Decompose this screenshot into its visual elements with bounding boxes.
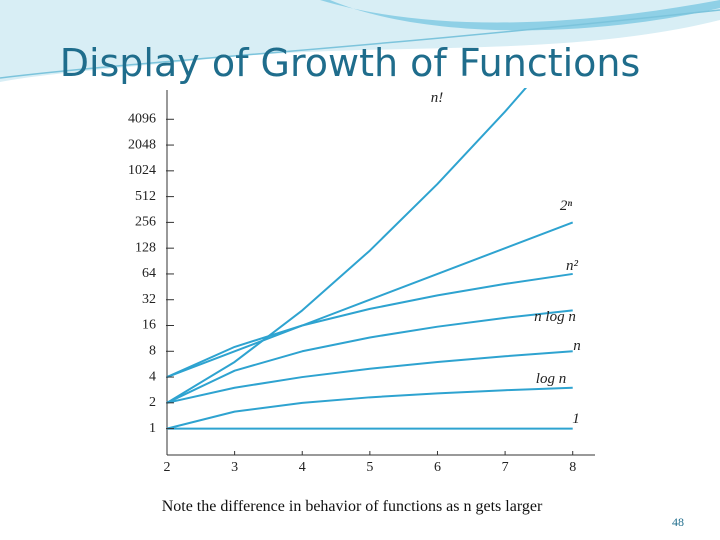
header-line (0, 9, 720, 79)
caption: Note the difference in behavior of funct… (162, 498, 543, 515)
series-label: 1 (572, 411, 580, 427)
x-tick-label: 7 (502, 460, 509, 475)
y-tick-label: 4 (149, 369, 156, 384)
x-tick-label: 5 (366, 460, 373, 475)
series-line (166, 309, 573, 404)
y-tick-label: 1024 (128, 163, 156, 178)
y-tick-label: 2048 (128, 137, 156, 152)
x-tick-label: 2 (164, 460, 171, 475)
series-label: n! (431, 90, 444, 106)
series-label: n log n (534, 309, 576, 325)
page-number: 48 (672, 515, 684, 529)
x-tick-label: 6 (434, 460, 441, 475)
y-tick-label: 2 (149, 395, 156, 410)
y-tick-label: 32 (142, 292, 156, 307)
series-line (166, 272, 573, 378)
y-tick-label: 8 (149, 343, 156, 358)
y-tick-label: 128 (135, 240, 156, 255)
y-tick-label: 64 (142, 266, 156, 281)
y-tick-label: 16 (142, 318, 156, 333)
slide-title: Display of Growth of Functions (60, 41, 641, 85)
series-label: 2ⁿ (560, 198, 573, 214)
y-tick-label: 4096 (128, 111, 156, 126)
y-tick-label: 256 (135, 215, 156, 230)
series-label: n (573, 338, 581, 354)
x-tick-label: 3 (231, 460, 238, 475)
series-label: n² (566, 258, 579, 274)
series-label: log n (536, 371, 566, 387)
figure-area (108, 88, 596, 480)
y-tick-label: 1 (149, 421, 156, 436)
x-tick-label: 4 (299, 460, 306, 475)
header-swoosh (0, 0, 720, 82)
series-line (166, 88, 528, 404)
header-swoosh (320, 0, 720, 31)
series-line (166, 350, 573, 404)
x-tick-label: 8 (569, 460, 576, 475)
series-line (166, 221, 574, 378)
y-tick-label: 512 (135, 189, 156, 204)
series-line (166, 386, 573, 430)
plot (166, 88, 574, 430)
